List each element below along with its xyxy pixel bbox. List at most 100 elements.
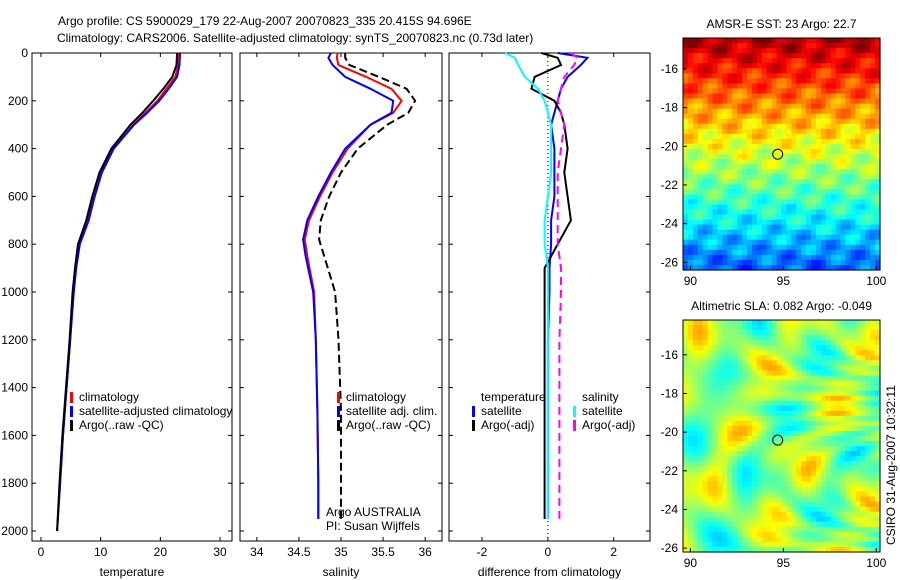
map-cell <box>707 360 714 366</box>
map-cell <box>766 340 773 346</box>
map-cell <box>761 249 768 256</box>
map-cell <box>707 265 714 271</box>
map-cell <box>737 88 743 94</box>
map-cell <box>771 390 778 397</box>
map-cell <box>796 88 802 94</box>
map-cell <box>870 108 876 115</box>
map-cell <box>825 179 832 185</box>
map-cell <box>707 78 714 84</box>
map-cell <box>712 541 718 548</box>
map-cell <box>850 466 856 472</box>
map-cell <box>737 541 743 548</box>
map-cell <box>796 265 802 271</box>
map-cell <box>712 516 718 523</box>
map-cell <box>875 108 881 115</box>
map-cell <box>796 390 802 397</box>
map-cell <box>786 486 792 492</box>
map-cell <box>697 63 704 69</box>
map-cell <box>756 320 763 326</box>
map-cell <box>801 38 807 44</box>
map-cell <box>687 184 694 190</box>
map-cell <box>766 385 773 392</box>
map-cell <box>707 431 714 437</box>
map-cell <box>791 43 797 49</box>
map-cell <box>786 511 792 518</box>
map-cell <box>761 390 768 397</box>
map-cell <box>875 48 881 54</box>
map-cell <box>786 405 792 412</box>
map-cell <box>732 395 738 402</box>
map-cell <box>732 481 738 487</box>
map-cell <box>722 78 728 84</box>
map-cell <box>781 68 787 74</box>
map-cell <box>796 360 802 366</box>
map-cell <box>855 511 861 518</box>
map-cell <box>732 511 738 518</box>
map-cell <box>732 320 738 326</box>
map-cell <box>820 199 827 205</box>
map-cell <box>752 93 758 100</box>
map-cell <box>840 259 847 266</box>
map-cell <box>820 451 827 457</box>
map-cell <box>840 541 847 548</box>
map-cell <box>806 93 812 100</box>
map-cell <box>756 481 763 487</box>
map-cell <box>756 451 763 457</box>
map-cell <box>707 164 714 170</box>
map-cell <box>830 526 837 533</box>
map-cell <box>683 159 689 165</box>
map-cell <box>786 330 792 336</box>
map-cell <box>840 385 847 392</box>
map-cell <box>816 395 822 402</box>
map-cell <box>776 244 783 251</box>
map-cell <box>737 501 743 508</box>
map-cell <box>747 531 753 538</box>
map-cell <box>796 431 802 437</box>
map-cell <box>717 48 723 54</box>
map-cell <box>865 415 871 422</box>
map-cell <box>766 375 773 382</box>
map-cell <box>722 461 728 467</box>
map-cell <box>717 390 723 397</box>
map-cell <box>860 466 866 472</box>
map-cell <box>791 128 797 135</box>
map-cell <box>697 456 704 462</box>
map-cell <box>875 425 881 432</box>
map-cell <box>796 83 802 89</box>
map-cell <box>830 501 837 508</box>
map-cell <box>786 209 792 216</box>
map-cell <box>756 88 763 94</box>
map-cell <box>707 219 714 226</box>
map-cell <box>697 169 704 175</box>
map-cell <box>756 350 763 356</box>
map-cell <box>702 451 709 457</box>
map-cell <box>806 461 812 467</box>
map-cell <box>771 491 778 498</box>
map-cell <box>742 204 748 210</box>
map-cell <box>692 340 699 346</box>
map-cell <box>825 224 832 231</box>
map-cell <box>712 446 718 452</box>
map-cell <box>742 48 748 54</box>
map-cell <box>855 184 861 190</box>
map-cell <box>791 491 797 498</box>
map-cell <box>865 259 871 266</box>
map-cell <box>732 103 738 110</box>
map-cell <box>870 53 876 59</box>
map-cell <box>781 254 787 261</box>
map-cell <box>865 410 871 417</box>
map-cell <box>707 53 714 59</box>
map-cell <box>683 400 689 407</box>
map-cell <box>835 345 842 351</box>
map-cell <box>771 400 778 407</box>
map-cell <box>687 516 694 523</box>
map-cell <box>811 390 817 397</box>
map-cell <box>766 199 773 205</box>
map-cell <box>717 194 723 200</box>
map-cell <box>811 395 817 402</box>
map-cell <box>683 179 689 185</box>
map-cell <box>820 43 827 49</box>
map-cell <box>840 506 847 513</box>
map-cell <box>707 501 714 508</box>
map-cell <box>816 199 822 205</box>
